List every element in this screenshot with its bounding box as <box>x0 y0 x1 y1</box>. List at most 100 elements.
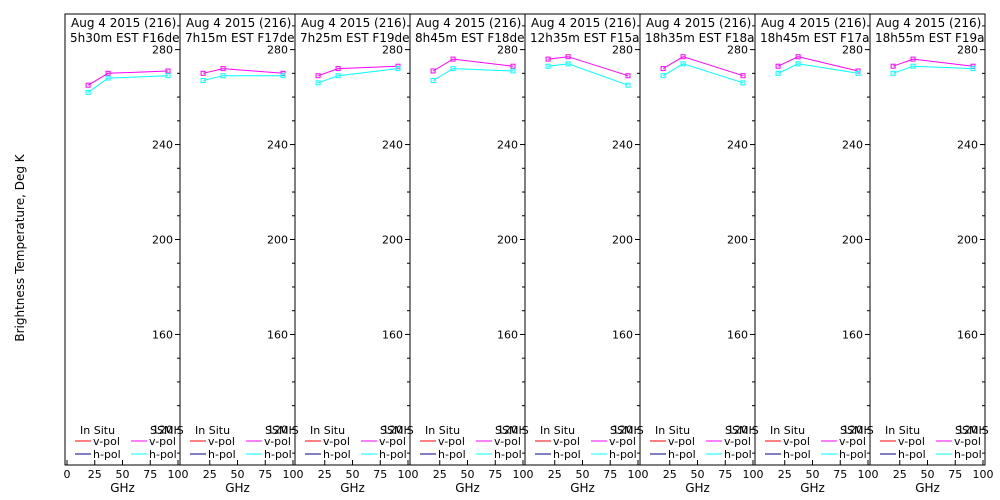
y-tick-label: 160 <box>727 328 748 341</box>
y-tick-label: 240 <box>612 139 633 152</box>
legend-in-situ: In Situ <box>425 424 460 437</box>
panel-8: Aug 4 2015 (216)18h55m EST F19asc 120 160 2… <box>869 13 997 495</box>
x-tick-label: 100 <box>973 468 994 481</box>
data-point <box>795 61 801 67</box>
panel-title: Aug 4 2015 (216) <box>71 16 176 30</box>
data-point <box>105 70 111 76</box>
series-line <box>432 58 514 72</box>
panels: Aug 4 2015 (216)5h30m EST F16des12016020… <box>64 13 997 495</box>
legend-insitu-vpol-label: v-pol <box>438 435 465 448</box>
y-tick-label: 200 <box>152 234 173 247</box>
data-point <box>220 73 226 79</box>
data-point <box>565 61 571 67</box>
y-tick-label: 280 <box>727 44 748 57</box>
y-tick-label: 280 <box>267 44 288 57</box>
y-tick-label: 160 <box>842 328 863 341</box>
series-line <box>777 56 859 72</box>
data-point <box>200 77 206 83</box>
legend-insitu-hpol-label: h-pol <box>553 448 581 461</box>
panel-header: Aug 4 2015 (216)8h45m EST F18des <box>415 16 531 45</box>
series-line <box>662 63 744 84</box>
series-ssmis-vpol <box>775 54 861 74</box>
data-point <box>910 63 916 69</box>
y-tick-label: 120 <box>497 423 518 436</box>
data-point <box>660 73 666 79</box>
series-ssmis-hpol <box>85 73 171 95</box>
y-tick-label: 240 <box>152 139 173 152</box>
series-ssmis-hpol <box>775 61 861 76</box>
x-tick-label: 25 <box>893 468 907 481</box>
y-tick-label: 240 <box>727 139 748 152</box>
panel-subtitle: 8h45m EST F18des <box>415 31 531 45</box>
data-point <box>625 82 631 88</box>
legend-insitu-vpol-label: v-pol <box>668 435 695 448</box>
panel-header: Aug 4 2015 (216)7h25m EST F19des <box>300 16 416 45</box>
y-tick-label: 240 <box>497 139 518 152</box>
panel-4: Aug 4 2015 (216)8h45m EST F18des 120 160 20… <box>409 13 534 495</box>
panel-subtitle: 7h25m EST F19des <box>300 31 416 45</box>
x-tick-label: 50 <box>461 468 475 481</box>
x-tick-label: 50 <box>231 468 245 481</box>
data-point <box>165 73 171 79</box>
y-tick-label: 120 <box>267 423 288 436</box>
series-ssmis-hpol <box>430 66 516 83</box>
data-point <box>430 68 436 74</box>
panel-2: Aug 4 2015 (216)7h15m EST F17des 120 160 20… <box>179 13 304 495</box>
series-ssmis-hpol <box>660 61 746 86</box>
legend-insitu-vpol-label: v-pol <box>898 435 925 448</box>
y-tick-label: 240 <box>382 139 403 152</box>
x-axis-label: GHz <box>455 481 480 495</box>
panel-3: Aug 4 2015 (216)7h25m EST F19des 120 160 20… <box>294 13 419 495</box>
data-point <box>890 63 896 69</box>
x-tick-label: 100 <box>398 468 419 481</box>
legend-ssmis-vpol-label: v-pol <box>724 435 751 448</box>
panel-title: Aug 4 2015 (216) <box>646 16 751 30</box>
x-tick-label: 100 <box>743 468 764 481</box>
data-point <box>165 68 171 74</box>
legend-in-situ: In Situ <box>80 424 115 437</box>
series-line <box>87 75 169 93</box>
series-line <box>317 68 399 84</box>
legend-ssmis-vpol-label: v-pol <box>609 435 636 448</box>
data-point <box>970 66 976 72</box>
data-point <box>660 66 666 72</box>
x-tick-label: 25 <box>663 468 677 481</box>
data-point <box>85 89 91 95</box>
series-ssmis-vpol <box>430 56 516 74</box>
series-line <box>662 56 744 77</box>
x-tick-label: 25 <box>548 468 562 481</box>
x-tick-label: 100 <box>513 468 534 481</box>
legend-in-situ: In Situ <box>885 424 920 437</box>
y-tick-label: 280 <box>612 44 633 57</box>
data-point <box>200 70 206 76</box>
legend-in-situ: In Situ <box>770 424 805 437</box>
panel-subtitle: 18h55m EST F19asc <box>875 31 997 45</box>
x-axis-label: GHz <box>570 481 595 495</box>
data-point <box>680 61 686 67</box>
x-tick-label: 75 <box>718 468 732 481</box>
data-point <box>315 80 321 86</box>
y-tick-label: 280 <box>152 44 173 57</box>
series-line <box>432 68 514 81</box>
x-tick-label: 75 <box>373 468 387 481</box>
series-ssmis-vpol <box>545 54 631 79</box>
series-line <box>548 56 629 77</box>
y-tick-label: 200 <box>612 234 633 247</box>
panel-6: Aug 4 2015 (216)18h35m EST F18asc 120 160 2… <box>639 13 764 495</box>
panel-subtitle: 18h45m EST F17asc <box>760 31 882 45</box>
data-point <box>335 73 341 79</box>
legend-ssmis: SSMIS <box>380 424 414 437</box>
legend-in-situ: In Situ <box>655 424 690 437</box>
y-tick-label: 280 <box>382 44 403 57</box>
legend-ssmis-hpol-label: h-pol <box>839 448 867 461</box>
x-tick-label: 100 <box>283 468 304 481</box>
y-tick-label: 240 <box>842 139 863 152</box>
legend-insitu-hpol-label: h-pol <box>783 448 811 461</box>
legend-ssmis: SSMIS <box>610 424 644 437</box>
